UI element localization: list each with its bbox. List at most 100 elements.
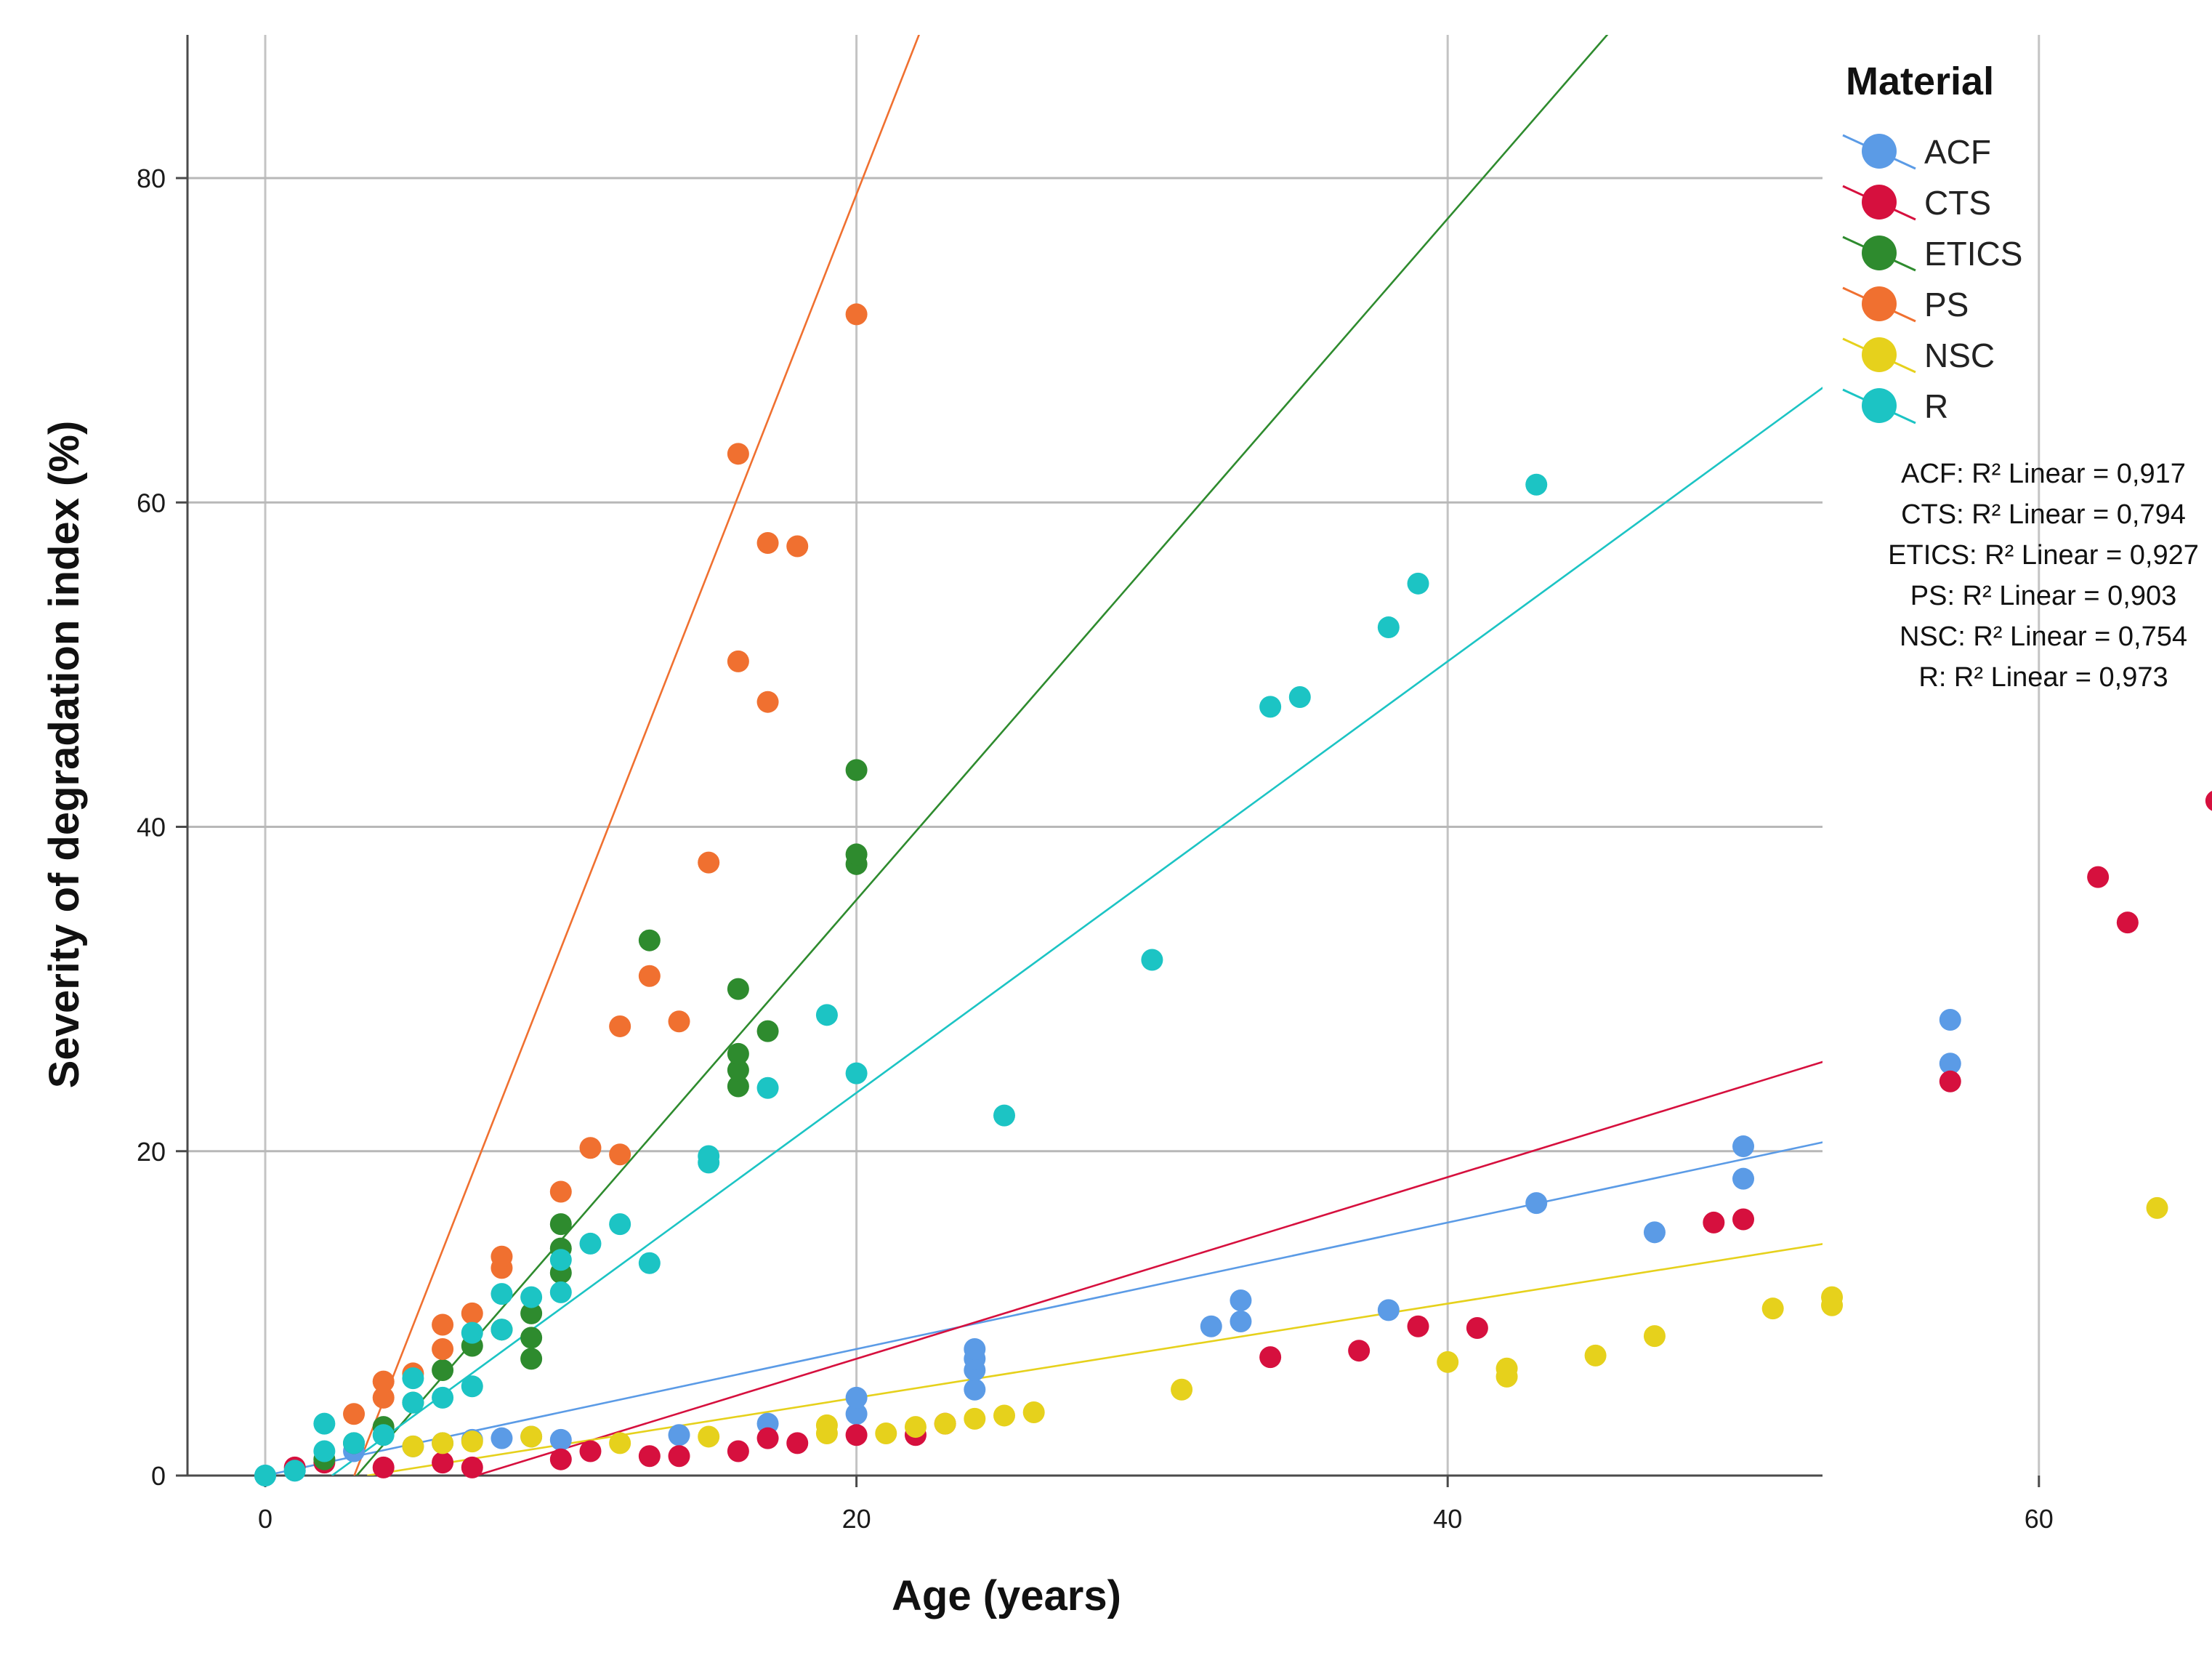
point-r [549, 1281, 572, 1303]
point-acf [668, 1424, 690, 1446]
legend: Material ACF CTS ETICS PS NSC R ACF: R² Linea… [1842, 60, 2199, 693]
point-ps [756, 691, 779, 713]
point-etics [520, 1348, 543, 1370]
point-cts [1407, 1315, 1429, 1337]
point-cts [638, 1445, 661, 1468]
point-cts [786, 1432, 809, 1454]
point-nsc [815, 1414, 838, 1436]
fit-line-r [331, 387, 1823, 1476]
y-tick-label: 40 [137, 813, 166, 842]
point-r [638, 1252, 661, 1274]
point-nsc [1171, 1378, 1193, 1401]
point-nsc [432, 1432, 454, 1454]
legend-label: ETICS [1924, 235, 2022, 273]
fit-line-ps [353, 35, 920, 1476]
point-ps [343, 1403, 366, 1425]
point-cts [2116, 912, 2139, 934]
r2-label-cts: CTS: R² Linear = 0,794 [1901, 499, 2186, 530]
point-nsc [609, 1432, 631, 1454]
point-ps [432, 1313, 454, 1336]
point-ps [372, 1370, 395, 1393]
legend-label: ACF [1924, 133, 1991, 171]
legend-item-acf: ACF [1842, 133, 1991, 171]
point-r [402, 1367, 424, 1390]
fit-line-cts [476, 1061, 1823, 1476]
point-ps [786, 535, 809, 558]
point-ps [549, 1180, 572, 1203]
point-cts [1939, 1070, 1961, 1092]
legend-item-cts: CTS [1842, 184, 1991, 222]
point-cts [432, 1452, 454, 1474]
point-ps [756, 532, 779, 555]
point-etics [432, 1359, 454, 1381]
point-r [756, 1077, 779, 1099]
r2-label-etics: ETICS: R² Linear = 0,927 [1888, 540, 2199, 571]
point-r [1377, 616, 1400, 639]
point-acf [1643, 1221, 1666, 1244]
point-cts [549, 1448, 572, 1470]
y-axis-title: Severity of degradation index (%) [41, 421, 88, 1089]
point-acf [1939, 1009, 1961, 1031]
point-r [461, 1375, 483, 1398]
point-acf [1230, 1311, 1252, 1333]
legend-marker [1862, 134, 1897, 169]
point-ps [461, 1302, 483, 1324]
axes [176, 35, 2041, 1487]
point-acf [549, 1428, 572, 1451]
point-r [313, 1412, 336, 1435]
point-cts [1259, 1346, 1282, 1369]
point-nsc [698, 1425, 720, 1448]
point-etics [638, 929, 661, 951]
legend-marker [1862, 185, 1897, 220]
legend-marker [1862, 236, 1897, 270]
x-tick-label: 20 [842, 1504, 871, 1534]
point-etics [727, 1059, 749, 1082]
point-r [549, 1249, 572, 1271]
y-tick-label: 60 [137, 488, 166, 518]
legend-label: NSC [1924, 337, 1995, 374]
fit-line-etics [355, 35, 1609, 1476]
point-ps [727, 650, 749, 672]
point-etics [520, 1302, 543, 1324]
point-etics [845, 759, 868, 781]
point-r [461, 1321, 483, 1344]
point-etics [727, 978, 749, 1000]
point-ps [609, 1015, 631, 1037]
point-cts [2205, 791, 2212, 811]
legend-marker [1862, 286, 1897, 321]
fit-line-acf [265, 1141, 1823, 1476]
legend-label: R [1924, 387, 1948, 425]
r2-label-nsc: NSC: R² Linear = 0,754 [1900, 621, 2187, 652]
point-r [432, 1386, 454, 1409]
point-etics [727, 1042, 749, 1065]
point-nsc [1022, 1401, 1045, 1423]
point-ps [372, 1386, 395, 1409]
fit-line-nsc [367, 1243, 1823, 1476]
legend-marker [1862, 337, 1897, 372]
point-etics [549, 1213, 572, 1236]
legend-items: ACF CTS ETICS PS NSC R [1842, 133, 2022, 425]
point-acf [1230, 1289, 1252, 1312]
x-tick-label: 40 [1433, 1504, 1462, 1534]
point-r [1525, 473, 1548, 496]
y-tick-label: 80 [137, 164, 166, 193]
point-acf [1200, 1315, 1222, 1337]
point-etics [727, 1075, 749, 1098]
point-cts [2087, 866, 2110, 888]
data-points [254, 303, 2212, 1486]
point-acf [1377, 1299, 1400, 1321]
point-ps [727, 443, 749, 465]
point-r [698, 1145, 720, 1167]
legend-item-r: R [1842, 387, 1948, 425]
point-r [313, 1440, 336, 1462]
point-nsc [402, 1435, 424, 1457]
r2-annotations: ACF: R² Linear = 0,917 CTS: R² Linear = 0… [1888, 459, 2199, 693]
point-r [254, 1465, 276, 1486]
point-etics [756, 1020, 779, 1042]
point-ps [432, 1337, 454, 1360]
r2-label-acf: ACF: R² Linear = 0,917 [1901, 459, 2186, 489]
tick-labels: 020406080100020406080 [137, 164, 2054, 1534]
point-cts [372, 1456, 395, 1478]
point-ps [638, 965, 661, 987]
